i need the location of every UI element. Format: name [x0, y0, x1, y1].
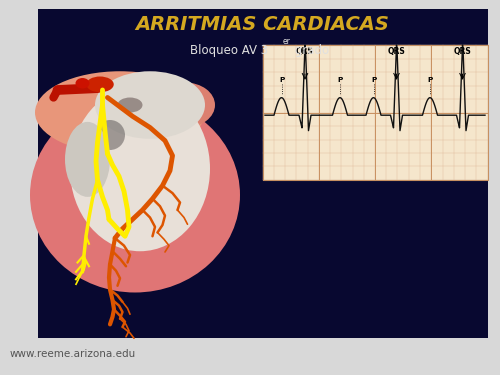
Text: ARRITMIAS CARDIACAS: ARRITMIAS CARDIACAS [136, 15, 390, 34]
Text: QRS: QRS [296, 47, 314, 56]
Text: P: P [371, 77, 376, 83]
Text: QRS: QRS [454, 47, 471, 56]
Text: P: P [428, 77, 432, 83]
Ellipse shape [86, 76, 114, 92]
Ellipse shape [78, 154, 102, 176]
Ellipse shape [65, 122, 110, 197]
Text: www.reeme.arizona.edu: www.reeme.arizona.edu [10, 350, 136, 359]
Ellipse shape [118, 98, 142, 112]
Ellipse shape [70, 86, 210, 251]
Ellipse shape [30, 98, 240, 292]
Text: er: er [282, 37, 290, 46]
Text: grado: grado [291, 44, 329, 57]
Ellipse shape [35, 71, 205, 154]
Bar [38, 9, 488, 338]
Bar [262, 45, 488, 180]
Text: P: P [338, 77, 342, 83]
Text: P: P [279, 77, 284, 83]
Ellipse shape [95, 120, 125, 150]
Ellipse shape [95, 71, 205, 139]
Text: QRS: QRS [388, 47, 406, 56]
Ellipse shape [76, 78, 90, 88]
Text: Bloqueo AV 3: Bloqueo AV 3 [190, 44, 268, 57]
Ellipse shape [155, 82, 215, 128]
